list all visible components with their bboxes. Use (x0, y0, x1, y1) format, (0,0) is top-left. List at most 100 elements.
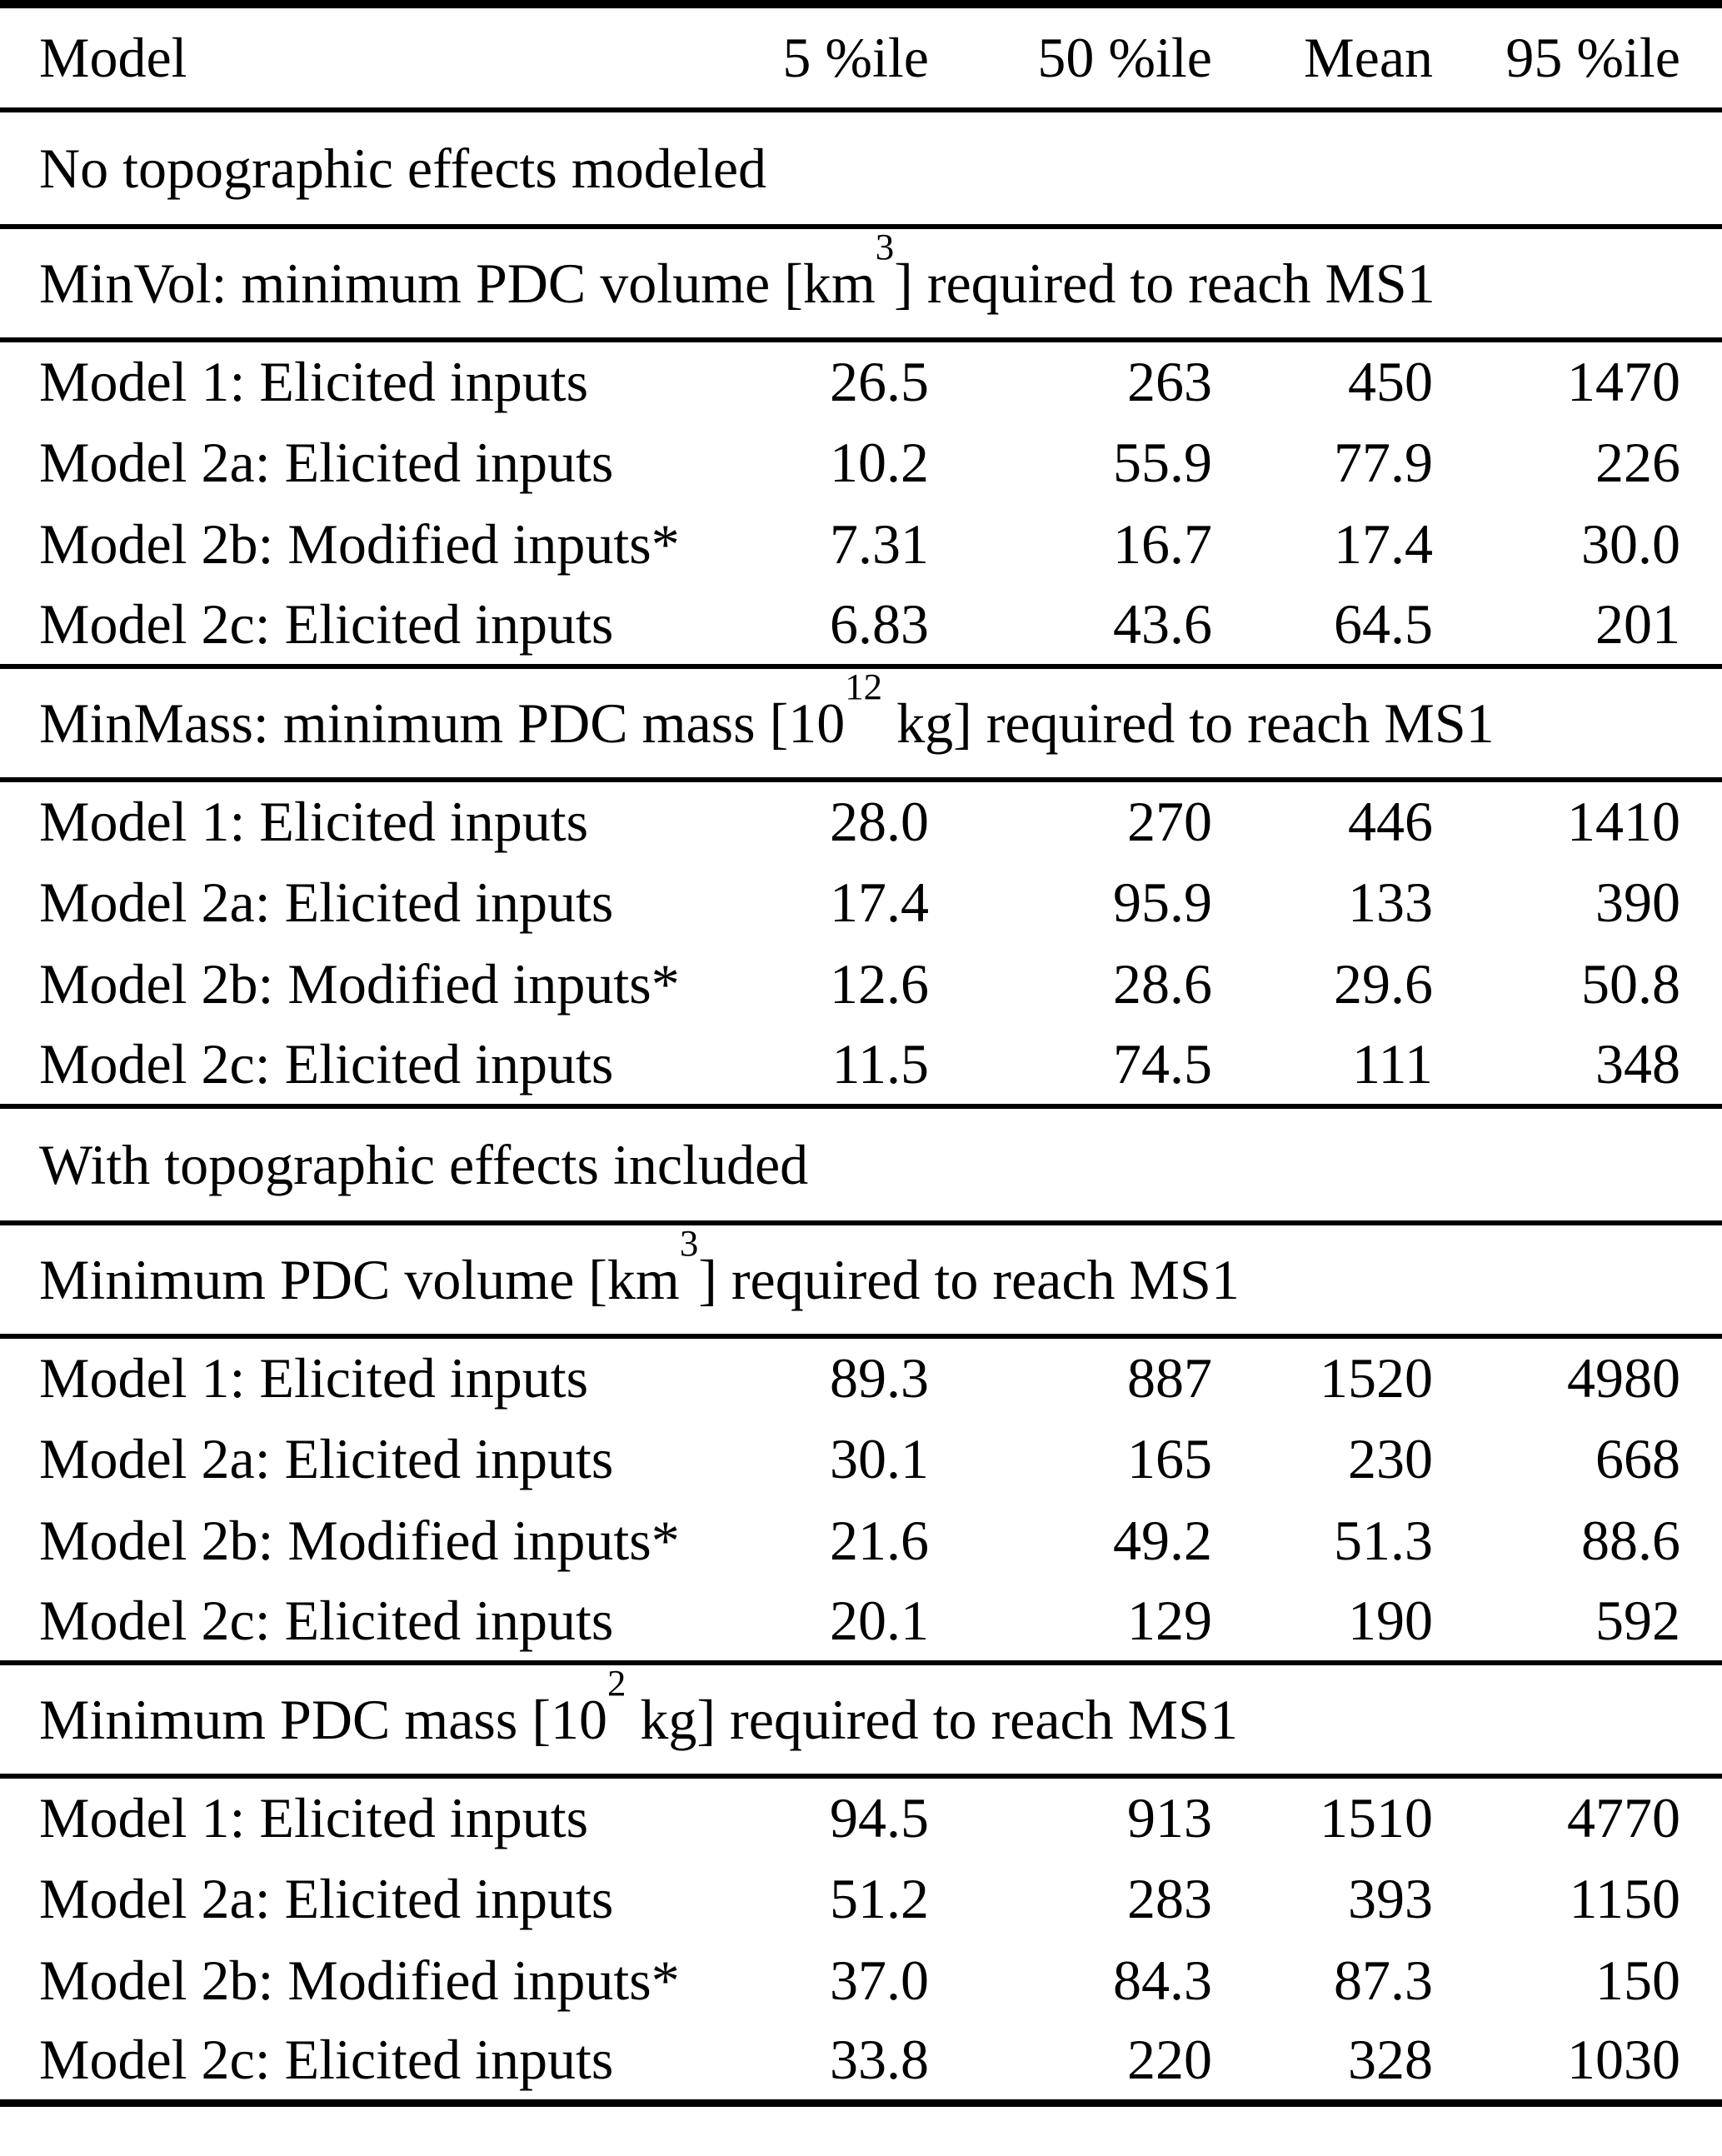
section-header-minvol: MinVol: minimum PDC volume [km3] require… (0, 227, 1722, 340)
value-mean: 1510 (1320, 1786, 1433, 1849)
col-header-mean: Mean (1304, 26, 1433, 89)
superscript: 3 (679, 1222, 699, 1265)
value-5ile: 89.3 (830, 1346, 929, 1410)
value-mean: 64.5 (1334, 592, 1433, 656)
value-50ile: 887 (1127, 1346, 1212, 1410)
model-label: Model 1: Elicited inputs (39, 1786, 589, 1849)
group-title: With topographic effects included (39, 1132, 809, 1196)
section-title-text: Minimum PDC volume [km (39, 1247, 680, 1311)
value-5ile: 12.6 (830, 951, 929, 1016)
value-95ile: 201 (1595, 592, 1680, 656)
value-50ile: 95.9 (1113, 870, 1212, 934)
model-label: Model 2c: Elicited inputs (39, 1032, 614, 1095)
table-row: Model 2c: Elicited inputs 33.8 220 328 1… (0, 2021, 1722, 2103)
value-95ile: 1410 (1567, 790, 1680, 853)
value-mean: 17.4 (1334, 512, 1433, 576)
value-mean: 29.6 (1334, 951, 1433, 1016)
value-50ile: 263 (1127, 350, 1212, 413)
section-header-mass-topo: Minimum PDC mass [102 kg] required to re… (0, 1663, 1722, 1776)
value-mean: 77.9 (1334, 430, 1433, 494)
model-label: Model 2b: Modified inputs* (39, 951, 680, 1016)
value-50ile: 220 (1127, 2028, 1212, 2092)
value-50ile: 28.6 (1113, 951, 1212, 1016)
table-row: Model 2b: Modified inputs* 12.6 28.6 29.… (0, 943, 1722, 1025)
col-header-model: Model (39, 26, 187, 89)
model-label: Model 2b: Modified inputs* (39, 512, 680, 576)
value-95ile: 226 (1595, 430, 1680, 494)
value-mean: 328 (1348, 2028, 1433, 2092)
value-mean: 446 (1348, 790, 1433, 853)
value-95ile: 1030 (1567, 2028, 1680, 2092)
table-row: Model 2b: Modified inputs* 37.0 84.3 87.… (0, 1939, 1722, 2021)
section-title: Minimum PDC volume [km3] required to rea… (0, 1223, 1722, 1336)
section-title: MinVol: minimum PDC volume [km3] require… (0, 227, 1722, 340)
table-row: Model 2a: Elicited inputs 10.2 55.9 77.9… (0, 422, 1722, 503)
value-95ile: 1150 (1569, 1866, 1680, 1930)
section-title: MinMass: minimum PDC mass [1012 kg] requ… (0, 666, 1722, 780)
table-row: Model 2c: Elicited inputs 11.5 74.5 111 … (0, 1025, 1722, 1106)
value-95ile: 390 (1595, 870, 1680, 934)
value-5ile: 37.0 (830, 1948, 929, 2012)
value-5ile: 11.5 (831, 1032, 929, 1095)
value-95ile: 1470 (1567, 350, 1680, 413)
value-50ile: 270 (1127, 790, 1212, 853)
value-95ile: 592 (1595, 1589, 1680, 1652)
section-title-text: ] required to reach MS1 (698, 1247, 1240, 1311)
superscript: 2 (606, 1662, 626, 1704)
table-row: Model 1: Elicited inputs 26.5 263 450 14… (0, 340, 1722, 422)
value-95ile: 50.8 (1581, 951, 1680, 1016)
value-5ile: 21.6 (830, 1508, 929, 1572)
value-mean: 133 (1348, 870, 1433, 934)
col-header-95ile: 95 %ile (1505, 26, 1680, 89)
table-row: Model 2b: Modified inputs* 7.31 16.7 17.… (0, 503, 1722, 585)
table-row: Model 2c: Elicited inputs 20.1 129 190 5… (0, 1581, 1722, 1663)
col-header-50ile: 50 %ile (1037, 26, 1212, 89)
model-label: Model 1: Elicited inputs (39, 350, 589, 413)
table-row: Model 2b: Modified inputs* 21.6 49.2 51.… (0, 1500, 1722, 1581)
value-mean: 450 (1348, 350, 1433, 413)
value-50ile: 43.6 (1113, 592, 1212, 656)
table-row: Model 2a: Elicited inputs 17.4 95.9 133 … (0, 861, 1722, 943)
section-title-text: ] required to reach MS1 (894, 251, 1435, 315)
value-50ile: 55.9 (1113, 430, 1212, 494)
value-50ile: 913 (1127, 1786, 1212, 1849)
table-row: Model 2a: Elicited inputs 30.1 165 230 6… (0, 1418, 1722, 1500)
value-95ile: 4980 (1567, 1346, 1680, 1410)
value-5ile: 17.4 (830, 870, 929, 934)
results-table: Model 5 %ile 50 %ile Mean 95 %ile No top… (0, 0, 1722, 2107)
model-label: Model 2a: Elicited inputs (39, 1866, 614, 1930)
model-label: Model 2a: Elicited inputs (39, 430, 614, 494)
value-50ile: 16.7 (1113, 512, 1212, 576)
table-row: Model 2c: Elicited inputs 6.83 43.6 64.5… (0, 585, 1722, 666)
value-50ile: 84.3 (1113, 1948, 1212, 2012)
value-5ile: 6.83 (830, 592, 929, 656)
value-mean: 51.3 (1334, 1508, 1433, 1572)
group-header-no-topo: No topographic effects modeled (0, 110, 1722, 227)
model-label: Model 2c: Elicited inputs (39, 592, 614, 656)
value-5ile: 7.31 (830, 512, 929, 576)
model-label: Model 2c: Elicited inputs (39, 1589, 614, 1652)
value-95ile: 88.6 (1581, 1508, 1680, 1572)
value-5ile: 94.5 (830, 1786, 929, 1849)
value-5ile: 51.2 (830, 1866, 929, 1930)
model-label: Model 1: Elicited inputs (39, 1346, 589, 1410)
model-label: Model 2a: Elicited inputs (39, 870, 614, 934)
model-label: Model 1: Elicited inputs (39, 790, 589, 853)
value-50ile: 283 (1127, 1866, 1212, 1930)
value-5ile: 28.0 (830, 790, 929, 853)
section-header-minmass: MinMass: minimum PDC mass [1012 kg] requ… (0, 666, 1722, 780)
value-50ile: 165 (1127, 1426, 1212, 1490)
section-title-text: kg] required to reach MS1 (626, 1687, 1238, 1751)
value-95ile: 668 (1595, 1426, 1680, 1490)
value-5ile: 10.2 (830, 430, 929, 494)
section-header-volume-topo: Minimum PDC volume [km3] required to rea… (0, 1223, 1722, 1336)
section-title-text: MinMass: minimum PDC mass [10 (39, 691, 846, 755)
model-label: Model 2b: Modified inputs* (39, 1508, 680, 1572)
superscript: 12 (845, 666, 883, 708)
col-header-5ile: 5 %ile (782, 26, 929, 89)
value-mean: 1520 (1320, 1346, 1433, 1410)
value-5ile: 26.5 (830, 350, 929, 413)
model-label: Model 2a: Elicited inputs (39, 1426, 614, 1490)
section-title-text: Minimum PDC mass [10 (39, 1687, 607, 1751)
section-title-text: MinVol: minimum PDC volume [km (39, 251, 876, 315)
